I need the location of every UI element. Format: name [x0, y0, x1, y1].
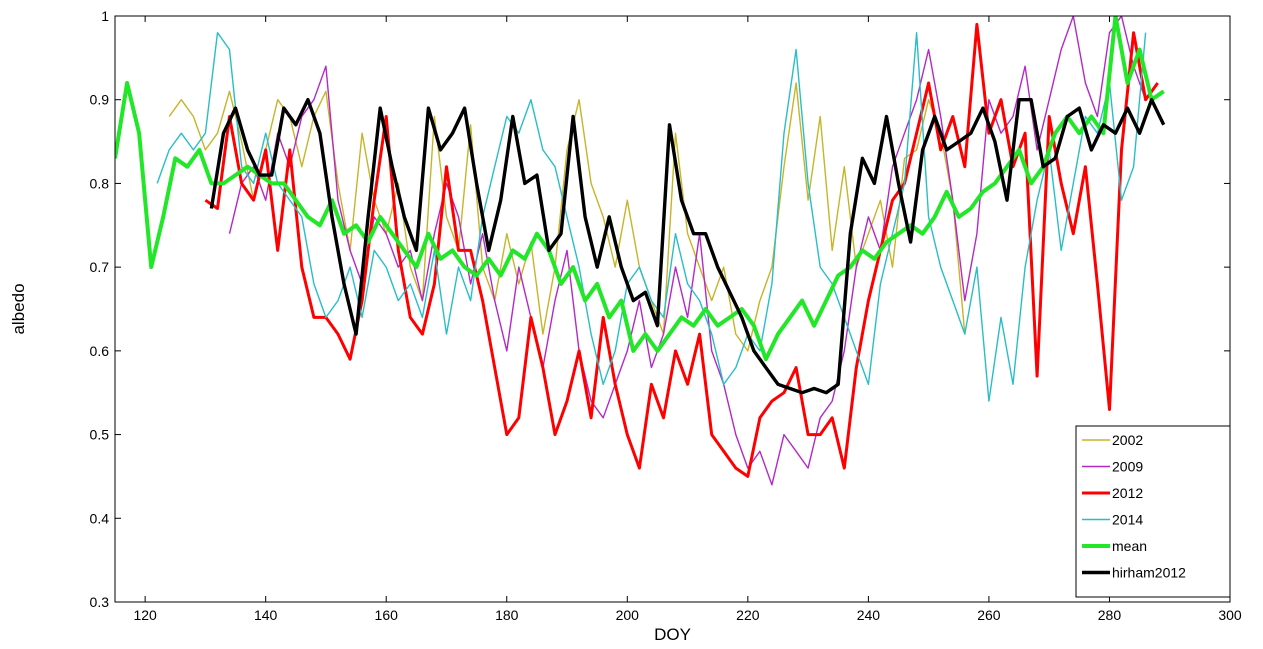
- series-line-2009: [228, 16, 1147, 486]
- x-tick-label: 200: [616, 607, 640, 623]
- x-tick-label: 240: [857, 607, 881, 623]
- legend-label-2009: 2009: [1112, 459, 1143, 475]
- legend-label-2012: 2012: [1112, 485, 1143, 501]
- legend-label-2002: 2002: [1112, 432, 1143, 448]
- x-tick-label: 260: [977, 607, 1001, 623]
- y-tick-label: 1: [101, 8, 109, 24]
- y-axis-title: albedo: [9, 283, 28, 334]
- x-tick-label: 120: [133, 607, 157, 623]
- x-tick-label: 140: [254, 607, 278, 623]
- y-tick-label: 0.6: [90, 343, 110, 359]
- y-tick-label: 0.5: [90, 427, 110, 443]
- y-tick-label: 0.3: [90, 594, 110, 610]
- legend-label-mean: mean: [1112, 538, 1147, 554]
- legend-label-hirham2012: hirham2012: [1112, 565, 1186, 581]
- series-line-mean: [115, 16, 1165, 362]
- y-axis: 0.3 0.4 0.5 0.6 0.7 0.8 0.9 1: [90, 8, 1230, 610]
- y-tick-label: 0.9: [90, 92, 110, 108]
- y-tick-label: 0.8: [90, 175, 110, 191]
- x-tick-label: 220: [736, 607, 760, 623]
- series-line-2014: [156, 32, 1147, 402]
- legend-box: [1075, 425, 1231, 598]
- series-line-2012: [204, 22, 1159, 478]
- legend: 2002 2009 2012 2014 mean hirham2012: [1075, 425, 1231, 598]
- x-tick-label: 160: [375, 607, 399, 623]
- y-tick-label: 0.4: [90, 510, 110, 526]
- x-tick-label: 280: [1098, 607, 1122, 623]
- x-axis-title: DOY: [654, 625, 691, 644]
- x-axis: 120 140 160 180 200 220 240 260 280 300: [133, 16, 1242, 623]
- y-tick-label: 0.7: [90, 259, 110, 275]
- series-layer: [115, 16, 1166, 486]
- series-line-2002: [168, 82, 966, 352]
- legend-label-2014: 2014: [1112, 512, 1143, 528]
- x-tick-label: 300: [1218, 607, 1242, 623]
- series-line-hirham2012: [209, 97, 1166, 395]
- plot-frame: [114, 15, 1231, 603]
- x-tick-label: 180: [495, 607, 519, 623]
